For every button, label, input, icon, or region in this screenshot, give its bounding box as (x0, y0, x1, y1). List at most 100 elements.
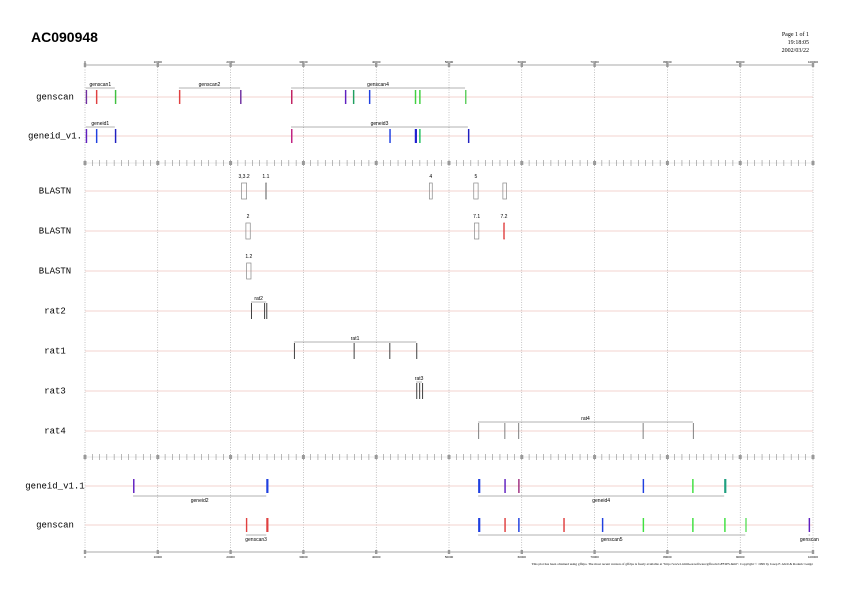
feature (241, 182, 247, 200)
feature (246, 262, 252, 280)
major-tick (374, 161, 378, 165)
feature (478, 479, 481, 493)
feature (266, 518, 269, 532)
feature (264, 303, 266, 319)
feature (368, 90, 371, 104)
group-label: geneid4 (592, 498, 610, 504)
feature (563, 518, 565, 532)
date: 2002/03/22 (782, 48, 809, 54)
feature (504, 423, 506, 439)
group-label: genscan1 (89, 82, 111, 88)
axis-label: 100000 (808, 60, 818, 64)
feature (465, 90, 467, 104)
major-tick (229, 550, 232, 554)
feature (414, 129, 417, 143)
major-tick (447, 161, 451, 165)
feature (133, 479, 135, 493)
feature (504, 479, 506, 493)
feature-label: 7.1 (473, 214, 480, 220)
axis-label: 0 (84, 555, 86, 559)
major-tick (229, 63, 232, 67)
major-tick (83, 550, 87, 554)
major-tick (520, 161, 524, 165)
axis-label: 50000 (445, 60, 454, 64)
group-label: genscan (800, 537, 819, 543)
feature (293, 343, 295, 359)
track-label: genscan (36, 520, 74, 530)
feature (419, 129, 421, 143)
major-tick (811, 455, 815, 459)
axis-label: 20000 (226, 555, 235, 559)
feature-label: 1.1 (262, 174, 269, 180)
feature (250, 303, 252, 319)
feature (95, 90, 98, 104)
track-label: BLASTN (39, 226, 71, 236)
track-label: BLASTN (39, 186, 71, 196)
feature (642, 423, 644, 439)
feature (473, 182, 479, 200)
axis-label: 70000 (590, 555, 599, 559)
track-label: geneid_v1.1 (25, 481, 84, 491)
major-tick (156, 455, 160, 459)
group-label: rat2 (254, 296, 263, 302)
feature (428, 182, 433, 200)
axis-label: 70000 (590, 60, 599, 64)
feature (419, 90, 421, 104)
track-label: BLASTN (39, 266, 71, 276)
feature (353, 343, 355, 359)
feature (692, 518, 694, 532)
axis-label: 60000 (518, 555, 527, 559)
feature (745, 518, 747, 532)
major-tick (593, 550, 596, 554)
feature (389, 343, 391, 359)
major-tick (520, 550, 523, 554)
major-tick (83, 63, 87, 67)
feature (518, 423, 520, 439)
axis-label: 100000 (808, 555, 818, 559)
feature (808, 518, 811, 532)
feature (504, 518, 506, 532)
feature (692, 423, 694, 439)
feature (724, 518, 726, 532)
feature (692, 479, 694, 493)
axis-label: 60000 (518, 60, 527, 64)
feature (414, 90, 417, 104)
group-label: genscan5 (601, 537, 623, 543)
major-tick (301, 161, 305, 165)
feature (291, 129, 293, 143)
feature-label: 2 (247, 214, 250, 220)
feature (85, 129, 88, 143)
major-tick (375, 550, 378, 554)
major-tick (811, 161, 815, 165)
major-tick (520, 455, 524, 459)
feature (724, 479, 727, 493)
group-label: geneid1 (91, 121, 109, 127)
track-label: rat1 (44, 346, 66, 356)
group-label: rat4 (581, 416, 590, 422)
major-tick (520, 63, 523, 67)
major-tick (665, 161, 669, 165)
feature (266, 303, 268, 319)
major-tick (447, 63, 451, 67)
major-tick (811, 63, 815, 67)
major-tick (229, 161, 233, 165)
feature (178, 90, 181, 104)
feature (419, 383, 421, 399)
feature (389, 129, 391, 143)
major-tick (156, 63, 159, 67)
feature-label: 7.2 (500, 214, 507, 220)
feature (240, 90, 242, 104)
feature-label: 4 (429, 174, 432, 180)
major-tick (302, 550, 305, 554)
major-tick (302, 63, 305, 67)
major-tick (593, 455, 597, 459)
major-tick (811, 550, 815, 554)
feature (601, 518, 604, 532)
axis-label: 0 (84, 60, 86, 64)
feature (416, 383, 418, 399)
track-label: rat2 (44, 306, 66, 316)
feature (352, 90, 355, 104)
axis-label: 40000 (372, 555, 381, 559)
axis-label: 30000 (299, 555, 308, 559)
